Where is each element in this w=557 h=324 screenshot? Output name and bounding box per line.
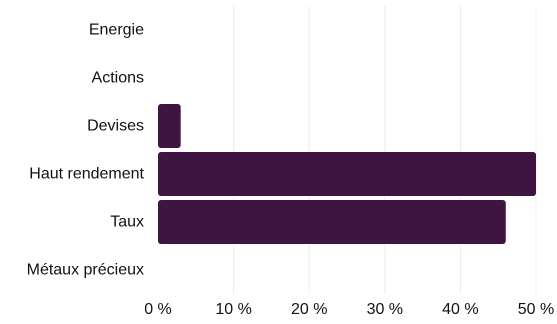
x-tick-label: 30 % bbox=[367, 301, 403, 318]
bars bbox=[158, 104, 536, 244]
x-tick-label: 0 % bbox=[144, 301, 172, 318]
category-label: Taux bbox=[110, 214, 144, 231]
bar bbox=[158, 152, 536, 196]
category-label: Energie bbox=[89, 22, 144, 39]
x-tick-label: 50 % bbox=[518, 301, 554, 318]
category-label: Actions bbox=[92, 70, 144, 87]
bar bbox=[158, 104, 181, 148]
bar bbox=[158, 200, 506, 244]
category-labels: Energie Actions Devises Haut rendement Taux M… bbox=[27, 22, 145, 279]
x-tick-label: 40 % bbox=[442, 301, 478, 318]
grid-lines bbox=[233, 6, 537, 294]
x-tick-label: 10 % bbox=[215, 301, 251, 318]
category-label: Devises bbox=[87, 118, 144, 135]
x-axis-tick-labels: 0 % 10 % 20 % 30 % 40 % 50 % bbox=[144, 301, 554, 318]
x-tick-label: 20 % bbox=[291, 301, 327, 318]
category-label: Haut rendement bbox=[29, 166, 144, 183]
category-label: Métaux précieux bbox=[27, 262, 144, 279]
